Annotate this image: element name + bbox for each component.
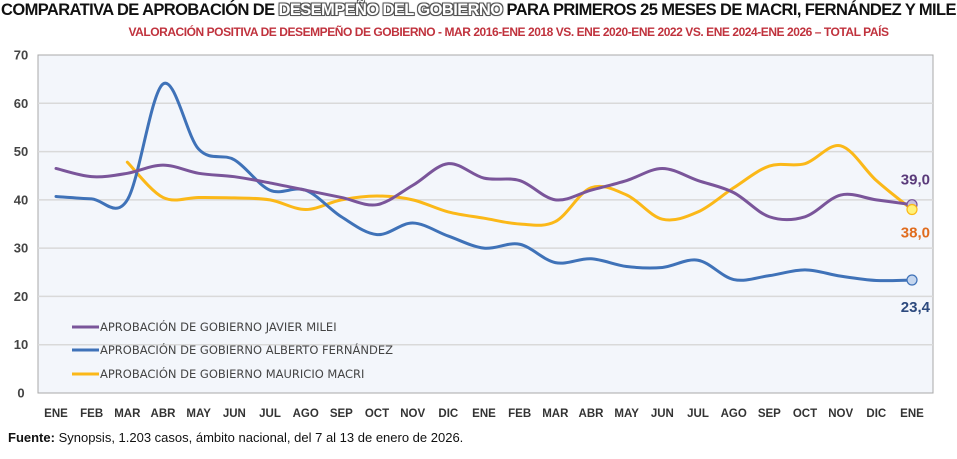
- y-tick-label: 60: [14, 96, 28, 111]
- end-data-label: 23,4: [901, 299, 931, 316]
- x-tick-label: ABR: [579, 408, 605, 420]
- line-chart: 0 10 20 30 40 50 60 70 ENE FEB MAR ABR MAY JUN JUL AGO…: [14, 48, 934, 420]
- x-tick-label: MAR: [114, 408, 141, 420]
- series-line: [54, 162, 914, 222]
- y-axis-ticks: 0 10 20 30 40 50 60 70: [14, 48, 28, 401]
- x-tick-label: FEB: [80, 408, 103, 420]
- source-footer: Fuente: Synopsis, 1.203 casos, ámbito na…: [8, 430, 463, 445]
- legend: APROBACIÓN DE GOBIERNO JAVIER MILEI APROB…: [72, 319, 393, 381]
- end-point-marker: [906, 274, 918, 286]
- legend-item: APROBACIÓN DE GOBIERNO MAURICIO MACRI: [72, 366, 364, 381]
- x-tick-label: ABR: [151, 408, 177, 420]
- x-tick-label: ENE: [44, 408, 68, 420]
- chart-title-prefix: COMPARATIVA DE APROBACIÓN DE: [1, 1, 279, 19]
- chart-title-suffix: PARA PRIMEROS 25 MESES DE MACRI, FERNÁND…: [502, 1, 956, 19]
- series-line: [125, 144, 914, 227]
- legend-label: APROBACIÓN DE GOBIERNO ALBERTO FERNÁNDEZ: [100, 342, 393, 357]
- chart-title-highlight: DESEMPEÑO DEL GOBIERNO: [278, 1, 504, 19]
- x-tick-label: DIC: [866, 408, 886, 420]
- y-tick-label: 40: [14, 192, 28, 207]
- x-tick-label: ENE: [472, 408, 496, 420]
- x-axis-ticks: ENE FEB MAR ABR MAY JUN JUL AGO SEP OCT NOV DIC ENE F…: [44, 408, 924, 420]
- x-tick-label: NOV: [828, 408, 853, 420]
- x-tick-label: JUN: [223, 408, 246, 420]
- x-tick-label: NOV: [400, 408, 425, 420]
- end-data-label: 38,0: [901, 225, 930, 242]
- y-tick-label: 20: [14, 289, 28, 304]
- end-point-marker: [906, 203, 918, 216]
- x-tick-label: SEP: [758, 408, 781, 420]
- footer-label: Fuente:: [8, 430, 55, 445]
- chart-subtitle: VALORACIÓN POSITIVA DE DESEMPEÑO DE GOBI…: [128, 25, 889, 39]
- x-tick-label: MAR: [542, 408, 569, 420]
- x-tick-label: AGO: [721, 408, 747, 420]
- y-tick-label: 10: [14, 337, 28, 352]
- end-data-label: 39,0: [901, 172, 930, 189]
- y-tick-label: 30: [14, 241, 28, 256]
- chart-title: COMPARATIVA DE APROBACIÓN DE DESEMPEÑO D…: [0, 1, 957, 20]
- x-tick-label: MAY: [614, 408, 639, 420]
- x-tick-label: JUL: [687, 408, 709, 420]
- legend-label: APROBACIÓN DE GOBIERNO MAURICIO MACRI: [100, 366, 364, 381]
- y-tick-label: 0: [17, 386, 24, 401]
- x-tick-label: JUL: [259, 408, 281, 420]
- x-tick-label: DIC: [438, 408, 458, 420]
- plot-area: [37, 54, 934, 394]
- footer-text: Synopsis, 1.203 casos, ámbito nacional, …: [54, 430, 464, 445]
- legend-label: APROBACIÓN DE GOBIERNO JAVIER MILEI: [100, 319, 337, 334]
- x-tick-label: AGO: [293, 408, 319, 420]
- x-tick-label: OCT: [365, 408, 389, 420]
- x-tick-label: FEB: [508, 408, 531, 420]
- x-tick-label: OCT: [793, 408, 817, 420]
- y-tick-label: 70: [14, 48, 28, 63]
- x-tick-label: ENE: [900, 408, 924, 420]
- legend-item: APROBACIÓN DE GOBIERNO ALBERTO FERNÁNDEZ: [72, 342, 393, 357]
- x-tick-label: JUN: [651, 408, 674, 420]
- series-lines: [54, 81, 918, 286]
- y-tick-label: 50: [14, 144, 28, 159]
- legend-item: APROBACIÓN DE GOBIERNO JAVIER MILEI: [72, 319, 337, 334]
- x-tick-label: SEP: [330, 408, 353, 420]
- series-line: [54, 81, 914, 283]
- end-labels: 39,0 23,4 38,0: [901, 172, 931, 316]
- x-tick-label: MAY: [186, 408, 211, 420]
